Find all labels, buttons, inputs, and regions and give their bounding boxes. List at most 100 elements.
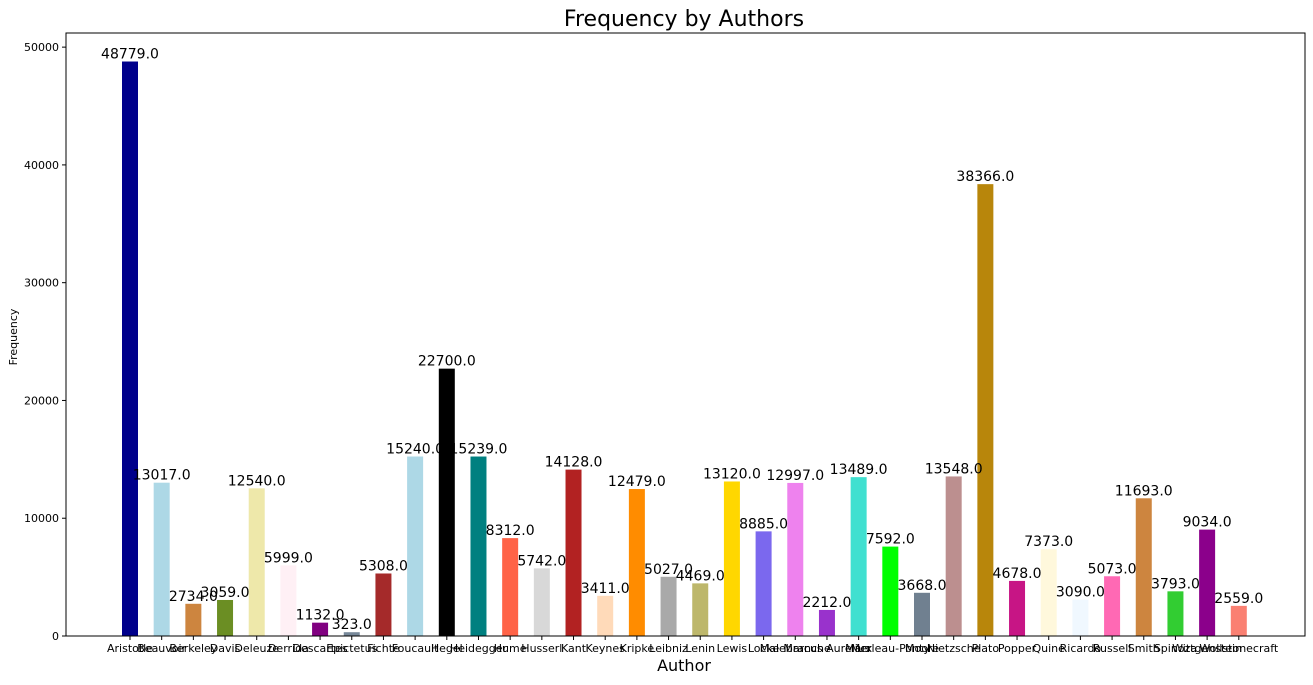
x-tick-label-24: Merleau-Ponty (851, 642, 931, 655)
value-label-21: 12997.0 (766, 468, 824, 484)
x-tick-label-2: Berkeley (169, 642, 217, 655)
x-tick-label-31: Russell (1093, 642, 1131, 655)
value-label-25: 3668.0 (898, 578, 947, 594)
y-axis-label: Frequency (7, 308, 20, 365)
value-label-28: 4678.0 (993, 566, 1042, 582)
bar-29 (1040, 549, 1057, 636)
x-tick-label-28: Popper (998, 642, 1037, 655)
value-label-16: 12479.0 (608, 474, 666, 490)
y-tick-label-1: 10000 (24, 512, 59, 525)
value-label-17: 5027.0 (644, 562, 693, 578)
value-label-26: 13548.0 (925, 461, 983, 477)
bar-24 (882, 546, 899, 636)
bar-33 (1167, 591, 1184, 636)
bar-6 (312, 622, 329, 636)
bar-15 (597, 595, 614, 636)
bar-9 (407, 456, 424, 636)
value-label-9: 15240.0 (386, 442, 444, 458)
bar-19 (723, 481, 740, 636)
plot-frame (65, 32, 1306, 637)
bar-13 (533, 568, 550, 636)
x-tick-label-35: Wollstonecraft (1199, 642, 1279, 655)
value-label-24: 7592.0 (866, 532, 915, 548)
x-tick-label-30: Ricardo (1060, 642, 1102, 655)
bars-layer (122, 61, 1247, 637)
bar-2 (185, 603, 202, 636)
x-tick-label-3: Davis (210, 642, 241, 655)
value-label-15: 3411.0 (581, 581, 630, 597)
x-tick-label-19: Lewis (717, 642, 748, 655)
bar-34 (1199, 529, 1216, 636)
value-label-30: 3090.0 (1056, 585, 1105, 601)
x-tick-label-5: Derrida (268, 642, 309, 655)
value-label-27: 38366.0 (956, 169, 1014, 185)
x-tick-label-4: Deleuze (234, 642, 279, 655)
x-tick-label-34: Wittgenstein (1172, 642, 1242, 655)
value-label-13: 5742.0 (517, 553, 566, 569)
bar-0 (122, 61, 138, 637)
x-tick-label-29: Quine (1033, 642, 1066, 655)
bar-23 (850, 477, 867, 636)
value-label-14: 14128.0 (545, 455, 603, 471)
value-label-0: 48779.0 (101, 47, 159, 63)
x-tick-label-23: Marx (845, 642, 872, 655)
value-label-12: 8312.0 (486, 523, 535, 539)
bar-25 (914, 592, 930, 636)
value-label-10: 22700.0 (418, 354, 476, 370)
y-axis: 0 10000 20000 30000 40000 50000 (24, 41, 66, 643)
value-label-4: 12540.0 (228, 473, 286, 489)
x-tick-label-7: Epictetus (326, 642, 377, 655)
x-tick-label-18: Lenin (685, 642, 715, 655)
bar-5 (280, 565, 297, 636)
value-label-20: 8885.0 (739, 516, 788, 532)
x-tick-label-1: Beauvoir (137, 642, 186, 655)
bar-30 (1072, 599, 1089, 636)
y-tick-label-4: 40000 (24, 159, 59, 172)
y-tick-label-2: 20000 (24, 394, 59, 407)
x-tick-label-32: Smith (1128, 642, 1160, 655)
chart-title: Frequency by Authors (564, 7, 804, 32)
bar-22 (818, 609, 835, 636)
x-tick-label-20: Locke (748, 642, 780, 655)
bar-11 (470, 456, 487, 636)
bar-4 (248, 488, 265, 636)
value-label-23: 13489.0 (830, 462, 888, 478)
value-label-33: 3793.0 (1151, 576, 1200, 592)
value-label-11: 15239.0 (450, 442, 508, 458)
value-label-5: 5999.0 (264, 550, 313, 566)
x-tick-label-14: Kant (561, 642, 587, 655)
x-tick-label-10: Hegel (431, 642, 463, 655)
bar-21 (787, 482, 804, 636)
value-label-32: 11693.0 (1115, 483, 1173, 499)
x-tick-label-13: Husserl (521, 642, 562, 655)
x-tick-label-33: Spinoza (1154, 642, 1197, 655)
x-tick-label-6: Descartes (293, 642, 348, 655)
value-label-2: 2734.0 (169, 589, 218, 605)
y-tick-label-5: 50000 (24, 41, 59, 54)
bar-12 (502, 538, 519, 636)
value-label-31: 5073.0 (1088, 561, 1137, 577)
bar-7 (343, 632, 360, 636)
bar-28 (1009, 580, 1026, 636)
bar-20 (755, 531, 772, 636)
value-label-22: 2212.0 (802, 595, 851, 611)
value-label-18: 4469.0 (676, 568, 725, 584)
x-tick-label-12: Hume (494, 642, 527, 655)
bar-10 (438, 368, 455, 636)
bar-8 (375, 573, 392, 636)
value-label-34: 9034.0 (1183, 515, 1232, 531)
value-label-6: 1132.0 (296, 608, 345, 624)
bar-1 (153, 482, 170, 636)
value-label-19: 13120.0 (703, 466, 761, 482)
x-tick-label-26: Nietzsche (927, 642, 981, 655)
x-axis: AristotleBeauvoirBerkeleyDavisDeleuzeDer… (107, 636, 1279, 655)
bar-31 (1104, 576, 1121, 636)
x-axis-label: Author (657, 656, 711, 675)
y-tick-label-3: 30000 (24, 277, 59, 290)
x-tick-label-17: Leibniz (649, 642, 688, 655)
y-tick-label-0: 0 (52, 630, 59, 643)
bar-35 (1230, 605, 1247, 636)
value-label-35: 2559.0 (1214, 591, 1263, 607)
value-label-3: 3059.0 (201, 585, 250, 601)
x-tick-label-9: Foucault (392, 642, 439, 655)
